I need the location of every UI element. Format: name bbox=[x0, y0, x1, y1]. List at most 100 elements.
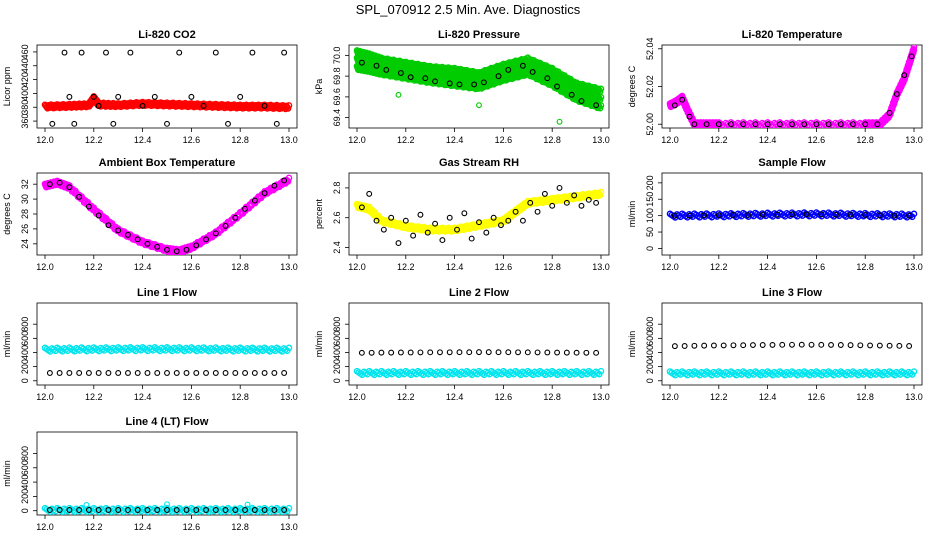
data-point bbox=[427, 349, 434, 356]
data-point bbox=[222, 507, 229, 513]
data-point bbox=[597, 85, 605, 93]
x-tick-label: 12.2 bbox=[85, 135, 103, 145]
data-point bbox=[837, 121, 844, 128]
data-point bbox=[527, 199, 534, 206]
data-point bbox=[701, 342, 708, 349]
y-tick-label: 50 bbox=[645, 227, 655, 237]
data-point bbox=[203, 507, 209, 513]
data-point bbox=[847, 342, 854, 349]
x-tick-label: 13.0 bbox=[592, 262, 610, 272]
data-point bbox=[244, 501, 251, 508]
data-point bbox=[66, 507, 73, 513]
data-point bbox=[679, 96, 686, 103]
data-point bbox=[139, 102, 146, 109]
data-point bbox=[578, 98, 585, 104]
data-point bbox=[95, 370, 102, 376]
x-tick-label: 12.4 bbox=[446, 392, 464, 402]
series-spikes bbox=[83, 501, 251, 508]
data-point bbox=[505, 66, 512, 73]
panel-title: Li-820 CO2 bbox=[138, 29, 195, 41]
y-tick-label: 380 bbox=[20, 100, 30, 115]
series-avg bbox=[46, 507, 288, 513]
data-point bbox=[154, 243, 161, 250]
data-point bbox=[573, 349, 580, 356]
data-point bbox=[534, 208, 541, 215]
data-point bbox=[524, 349, 531, 356]
data-point bbox=[549, 202, 556, 209]
data-point bbox=[585, 196, 592, 203]
series-layer bbox=[41, 501, 293, 515]
series-layer bbox=[666, 45, 918, 128]
data-point bbox=[886, 342, 893, 349]
series-avg bbox=[358, 184, 600, 247]
x-tick-label: 12.2 bbox=[85, 522, 103, 532]
data-point bbox=[71, 120, 78, 127]
data-point bbox=[686, 212, 693, 219]
y-tick-label: 24 bbox=[20, 239, 30, 249]
plot-frame bbox=[661, 172, 923, 256]
series-layer bbox=[666, 341, 918, 379]
data-point bbox=[212, 507, 219, 513]
data-point bbox=[554, 349, 561, 356]
chart-panel-1: Li-820 CO2 Licor ppm 12.0 12.2 12.4 12.6 12.8 1… bbox=[2, 29, 298, 145]
data-point bbox=[373, 62, 380, 69]
data-point bbox=[886, 109, 893, 116]
data-point bbox=[281, 370, 288, 376]
data-point bbox=[544, 349, 551, 356]
plot-frame bbox=[348, 302, 610, 386]
y-axis-label: percent bbox=[314, 198, 324, 229]
data-point bbox=[249, 49, 256, 56]
data-point bbox=[85, 370, 92, 376]
data-point bbox=[261, 102, 268, 109]
y-tick-label: 400 bbox=[20, 345, 30, 360]
y-tick-label: 200 bbox=[20, 489, 30, 504]
data-point bbox=[397, 349, 404, 356]
data-point bbox=[730, 212, 737, 218]
y-tick-label: 600 bbox=[20, 331, 30, 346]
data-point bbox=[164, 507, 170, 513]
data-point bbox=[203, 370, 209, 376]
data-point bbox=[358, 204, 365, 211]
data-point bbox=[801, 121, 808, 128]
panel-title: Gas Stream RH bbox=[439, 157, 519, 169]
data-point bbox=[154, 370, 161, 376]
data-point bbox=[456, 81, 463, 88]
data-point bbox=[483, 229, 490, 236]
data-point bbox=[519, 217, 526, 224]
x-tick-label: 13.0 bbox=[592, 392, 610, 402]
data-point bbox=[789, 211, 795, 218]
x-tick-label: 12.2 bbox=[85, 262, 103, 272]
data-point bbox=[850, 121, 856, 128]
y-axis-label: kPa bbox=[314, 79, 324, 95]
data-point bbox=[432, 220, 439, 227]
x-tick-label: 12.2 bbox=[710, 135, 728, 145]
x-tick-label: 13.0 bbox=[905, 135, 923, 145]
data-point bbox=[512, 208, 519, 215]
chart-panel-8: Line 2 Flow ml/min 12.0 12.2 12.4 12.6 12.8 13.… bbox=[314, 287, 610, 402]
data-point bbox=[282, 105, 289, 113]
data-point bbox=[134, 507, 141, 513]
data-point bbox=[407, 74, 414, 81]
data-point bbox=[66, 370, 73, 376]
data-point bbox=[837, 342, 844, 348]
x-tick-label: 12.6 bbox=[495, 135, 513, 145]
data-point bbox=[498, 222, 504, 229]
y-axis-label: degrees C bbox=[627, 65, 637, 107]
data-point bbox=[490, 214, 497, 221]
data-point bbox=[857, 342, 864, 349]
series-layer bbox=[666, 209, 918, 221]
data-point bbox=[127, 49, 134, 56]
data-point bbox=[144, 240, 151, 247]
data-point bbox=[593, 349, 600, 356]
data-point bbox=[261, 507, 268, 513]
y-tick-label: 2.8 bbox=[332, 182, 342, 195]
x-tick-label: 12.6 bbox=[183, 262, 201, 272]
x-tick-label: 12.2 bbox=[397, 392, 415, 402]
series-raw bbox=[666, 45, 918, 128]
data-point bbox=[554, 83, 561, 90]
data-point bbox=[485, 349, 492, 356]
data-point bbox=[56, 507, 63, 513]
x-tick-label: 12.4 bbox=[759, 392, 777, 402]
data-point bbox=[46, 507, 53, 513]
series-layer bbox=[41, 174, 293, 255]
